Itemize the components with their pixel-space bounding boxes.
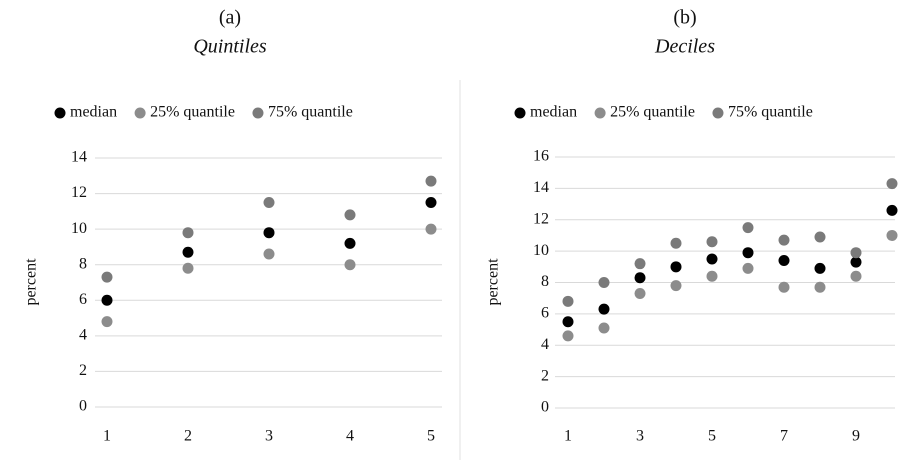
point [706, 270, 718, 282]
point [425, 175, 437, 187]
legend-label: 25% quantile [610, 104, 695, 121]
point [598, 322, 610, 334]
point [182, 262, 194, 274]
y-tick-label: 2 [541, 367, 549, 384]
x-tick-label: 5 [708, 428, 716, 445]
legend-marker [134, 107, 146, 119]
point [742, 247, 754, 259]
point [344, 259, 356, 271]
y-tick-label: 14 [71, 149, 87, 166]
point [598, 277, 610, 288]
y-tick-label: 8 [541, 273, 549, 290]
y-tick-label: 12 [71, 184, 87, 201]
point [634, 287, 646, 299]
point [670, 237, 682, 249]
point [425, 223, 437, 235]
y-tick-label: 6 [541, 305, 549, 322]
point [814, 262, 826, 274]
chart-title: Deciles [654, 36, 715, 58]
point [101, 316, 113, 328]
point [778, 281, 790, 293]
x-tick-label: 2 [184, 428, 192, 445]
point [742, 262, 754, 274]
chart-title: Quintiles [193, 36, 267, 58]
point [706, 236, 718, 248]
point [634, 272, 646, 284]
point [850, 247, 862, 259]
y-tick-label: 8 [79, 255, 87, 272]
panel-label: (a) [219, 7, 241, 29]
point [634, 258, 646, 270]
point [344, 237, 356, 249]
y-tick-label: 2 [79, 362, 87, 379]
point [814, 281, 826, 293]
y-tick-label: 10 [533, 242, 549, 259]
y-tick-label: 0 [541, 399, 549, 416]
point [263, 248, 275, 260]
x-tick-label: 4 [346, 428, 354, 445]
point [706, 253, 718, 265]
point [598, 303, 610, 315]
x-tick-label: 7 [780, 428, 788, 445]
legend-marker [712, 107, 724, 119]
y-tick-label: 0 [79, 398, 87, 415]
point [814, 231, 826, 243]
legend-label: median [70, 104, 117, 121]
point [850, 270, 862, 282]
y-tick-label: 4 [541, 336, 549, 353]
point [425, 196, 437, 208]
y-tick-label: 10 [71, 220, 87, 237]
point [562, 295, 574, 307]
legend-marker [252, 107, 264, 119]
y-tick-label: 14 [533, 179, 549, 196]
y-axis-label: percent [23, 258, 40, 306]
point [886, 229, 898, 241]
legend-label: median [530, 104, 577, 121]
legend-marker [594, 107, 606, 119]
point [850, 256, 862, 268]
x-tick-label: 1 [103, 428, 111, 445]
x-tick-label: 5 [427, 428, 435, 445]
y-tick-label: 4 [79, 327, 87, 344]
legend-label: 75% quantile [728, 104, 813, 121]
y-axis-label: percent [485, 258, 502, 306]
point [778, 234, 790, 246]
legend-marker [54, 107, 66, 119]
panel-label: (b) [673, 7, 696, 29]
x-tick-label: 1 [564, 428, 572, 445]
point [886, 204, 898, 216]
point [263, 196, 275, 208]
y-tick-label: 12 [533, 210, 549, 227]
x-tick-label: 3 [265, 428, 273, 445]
point [101, 294, 113, 306]
legend-label: 25% quantile [150, 104, 235, 121]
point [886, 178, 898, 190]
point [344, 209, 356, 221]
point [562, 330, 574, 342]
y-tick-label: 16 [533, 148, 549, 165]
point [182, 246, 194, 258]
point [562, 316, 574, 328]
point [670, 280, 682, 292]
legend-marker [514, 107, 526, 119]
point [182, 227, 194, 239]
point [670, 261, 682, 273]
x-tick-label: 9 [852, 428, 860, 445]
point [263, 227, 275, 239]
legend-label: 75% quantile [268, 104, 353, 121]
point [742, 222, 754, 234]
point [101, 271, 113, 283]
point [778, 255, 790, 267]
x-tick-label: 3 [636, 428, 644, 445]
y-tick-label: 6 [79, 291, 87, 308]
